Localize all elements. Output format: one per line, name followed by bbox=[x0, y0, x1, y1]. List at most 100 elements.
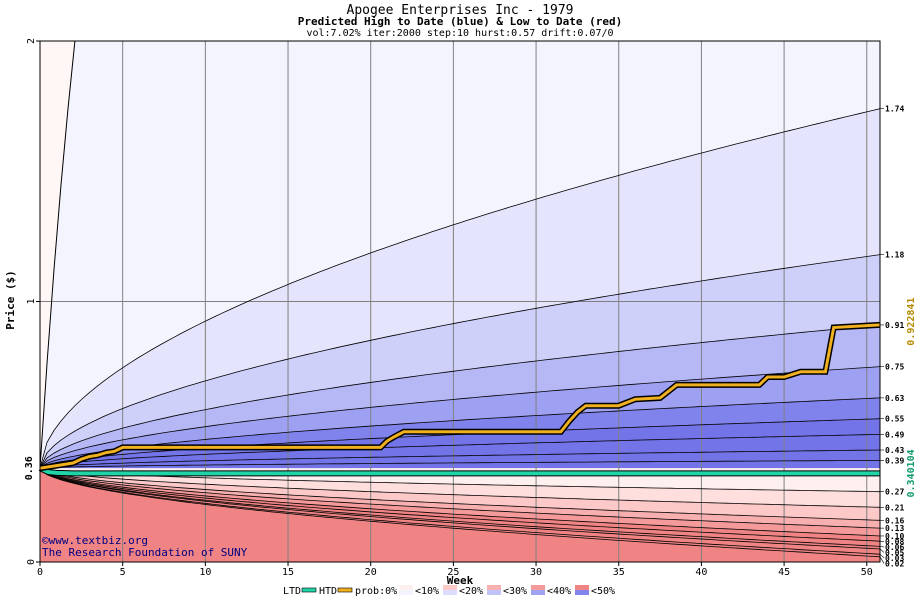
quantile-label: 0.10 bbox=[885, 532, 904, 541]
quantile-label: 0.05 bbox=[885, 548, 904, 557]
low-quantile-line bbox=[40, 467, 880, 542]
blue-band bbox=[40, 418, 880, 469]
quantile-label: 0.06 bbox=[885, 543, 904, 552]
y-tick-label: 0 bbox=[26, 559, 37, 565]
legend-label: <30% bbox=[503, 586, 527, 597]
quantile-label: 0.13 bbox=[885, 524, 904, 533]
quantile-label: 0.63 bbox=[885, 394, 904, 403]
high-quantile-line bbox=[40, 254, 880, 469]
y-tick-label: 1 bbox=[26, 298, 37, 304]
copyright-line-2: The Research Foundation of SUNY bbox=[42, 546, 248, 559]
legend-swatch-blue bbox=[487, 590, 501, 595]
legend-item: HTD bbox=[319, 586, 353, 597]
quantile-label: 0.39 bbox=[885, 456, 904, 465]
x-tick-label: 40 bbox=[695, 567, 707, 578]
blue-band bbox=[40, 434, 880, 469]
low-quantile-line bbox=[40, 467, 880, 550]
high-quantile-line bbox=[40, 366, 880, 469]
quantile-label: 0.16 bbox=[885, 516, 904, 525]
quantile-tick bbox=[879, 546, 885, 548]
legend-label: prob:0% bbox=[355, 586, 397, 597]
legend-swatch bbox=[337, 587, 353, 593]
blue-band bbox=[40, 324, 880, 469]
red-band bbox=[40, 468, 880, 562]
blue-band bbox=[40, 460, 880, 469]
quantile-tick bbox=[879, 548, 885, 553]
x-tick-label: 50 bbox=[861, 567, 873, 578]
legend-label: <50% bbox=[591, 586, 615, 597]
legend-swatch-red bbox=[531, 585, 545, 590]
chart-subtitle: Predicted High to Date (blue) & Low to D… bbox=[298, 15, 623, 28]
legend-swatch bbox=[301, 587, 317, 593]
x-tick-label: 45 bbox=[778, 567, 790, 578]
x-tick-label: 35 bbox=[613, 567, 625, 578]
x-axis-label: Week bbox=[447, 574, 474, 587]
legend-swatch-red bbox=[487, 585, 501, 590]
blue-band bbox=[40, 254, 880, 469]
quantile-label: 0.21 bbox=[885, 503, 904, 512]
legend-label: <20% bbox=[459, 586, 483, 597]
low-quantile-line bbox=[40, 467, 880, 558]
legend-swatch-blue bbox=[575, 590, 589, 595]
x-tick-label: 5 bbox=[120, 567, 126, 578]
red-band bbox=[40, 468, 880, 521]
legend-item: <30% bbox=[487, 585, 527, 597]
legend-swatch-blue bbox=[531, 590, 545, 595]
chart-params: vol:7.02% iter:2000 step:10 hurst:0.57 d… bbox=[306, 28, 613, 39]
ltd-line bbox=[39, 466, 880, 476]
low-quantile-line bbox=[40, 467, 880, 508]
legend-label: <10% bbox=[415, 586, 439, 597]
current-value-marker: 0.340104 bbox=[906, 449, 917, 497]
high-quantile-line bbox=[40, 434, 880, 469]
red-band bbox=[40, 468, 880, 536]
quantile-tick bbox=[879, 556, 885, 564]
quantile-tick bbox=[879, 553, 885, 559]
legend-label: <40% bbox=[547, 586, 571, 597]
legend-swatch-blue bbox=[443, 590, 457, 595]
legend-item: <40% bbox=[531, 585, 571, 597]
legend-label: LTD bbox=[283, 586, 301, 597]
quantile-label: 0.02 bbox=[885, 559, 904, 568]
quantile-label: 0.03 bbox=[885, 554, 904, 563]
htd-line bbox=[39, 323, 881, 470]
plot-area bbox=[40, 41, 880, 562]
legend-swatch-red bbox=[575, 585, 589, 590]
red-band bbox=[40, 468, 880, 508]
y-tick-label: 2 bbox=[26, 38, 37, 44]
quantile-label: 1.74 bbox=[885, 105, 904, 114]
start-price-label: 0.36 bbox=[24, 456, 35, 480]
axes: 0 5 10 15 20 25 30 35 40 45 50 0 1 2 0.36 bbox=[24, 38, 881, 578]
low-quantile-line bbox=[40, 467, 880, 521]
legend-item: <50% bbox=[575, 585, 615, 597]
x-tick-label: 10 bbox=[199, 567, 211, 578]
low-quantile-line bbox=[40, 467, 880, 537]
high-quantile-line bbox=[40, 324, 880, 469]
x-tick-label: 25 bbox=[447, 567, 459, 578]
legend: LTD HTD prob:0% <10% <20% <30% <40% <50% bbox=[283, 585, 615, 597]
legend-swatch-red bbox=[443, 585, 457, 590]
low-quantile-line bbox=[40, 467, 880, 555]
red-band bbox=[40, 468, 880, 542]
quantile-label: 1.18 bbox=[885, 251, 904, 260]
red-band bbox=[40, 468, 880, 547]
high-quantile-line bbox=[40, 397, 880, 469]
copyright-line-1: ©www.textbiz.org bbox=[42, 534, 148, 547]
low-quantile-line bbox=[40, 467, 880, 529]
low-quantile-line bbox=[40, 467, 880, 493]
blue-band bbox=[40, 108, 880, 469]
y-axis-label: Price ($) bbox=[4, 270, 17, 330]
legend-swatch-blue bbox=[399, 590, 413, 595]
quantile-labels: 1.74 1.18 0.91 0.75 0.63 0.55 0.49 0.430.39 0.27… bbox=[879, 105, 904, 568]
legend-item: <20% bbox=[443, 585, 483, 597]
legend-item: LTD bbox=[283, 586, 317, 597]
right-markers: 0.922841 0.340104 bbox=[906, 298, 917, 498]
red-band bbox=[40, 468, 880, 529]
quantile-label: 0.91 bbox=[885, 321, 904, 330]
bands bbox=[40, 41, 880, 562]
blue-band bbox=[40, 41, 880, 469]
quantile-label: 0.43 bbox=[885, 446, 904, 455]
high-quantile-line bbox=[40, 108, 880, 469]
low-quantile-line bbox=[40, 467, 880, 547]
x-tick-label: 15 bbox=[282, 567, 294, 578]
